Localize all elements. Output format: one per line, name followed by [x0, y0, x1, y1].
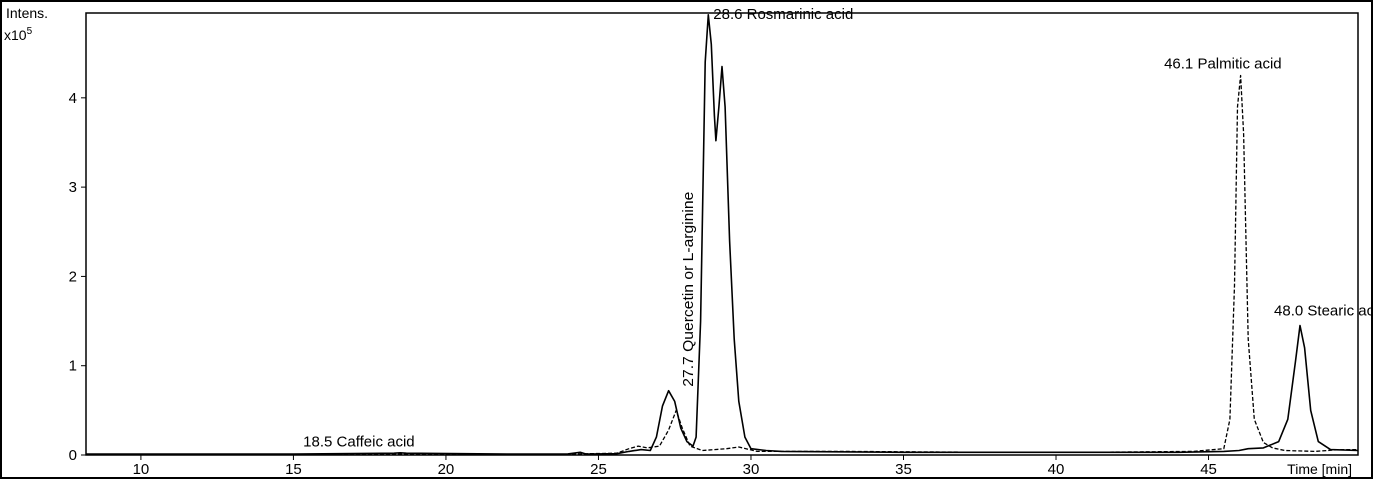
y-tick-label: 2	[69, 268, 77, 285]
x-axis-label: Time [min]	[1287, 461, 1352, 477]
y-tick-label: 0	[69, 447, 77, 464]
plot-frame	[85, 12, 1359, 456]
x-tick-label: 45	[1200, 461, 1217, 478]
axis-ticks: 10 15 20 25 30 35 40 45 0 1 2 3 4	[69, 90, 1217, 478]
series-line-solid	[86, 14, 1359, 455]
peak-label: 27.7 Quercetin or L-arginine	[680, 192, 697, 387]
x-tick-label: 10	[133, 461, 150, 478]
y-axis-label: Intens.	[6, 5, 48, 21]
series-group	[86, 14, 1359, 455]
y-tick-label: 3	[69, 179, 77, 196]
peak-label: 28.6 Rosmarinic acid	[713, 6, 853, 23]
peak-annotations: 18.5 Caffeic acid 27.7 Quercetin or L-arg…	[303, 6, 1373, 451]
x-tick-label: 35	[895, 461, 912, 478]
y-axis-unit: x105	[4, 26, 33, 43]
peak-label: 18.5 Caffeic acid	[303, 433, 414, 450]
peak-label: 48.0 Stearic acid	[1274, 303, 1373, 320]
y-tick-label: 1	[69, 358, 77, 375]
series-line-dashed	[86, 74, 1358, 455]
x-tick-label: 20	[438, 461, 455, 478]
x-tick-label: 30	[743, 461, 760, 478]
x-tick-label: 40	[1048, 461, 1065, 478]
y-axis-unit-exponent: 5	[27, 26, 33, 37]
peak-label: 46.1 Palmitic acid	[1164, 56, 1282, 73]
y-tick-label: 4	[69, 90, 77, 107]
x-tick-label: 15	[285, 461, 302, 478]
x-tick-label: 25	[590, 461, 607, 478]
